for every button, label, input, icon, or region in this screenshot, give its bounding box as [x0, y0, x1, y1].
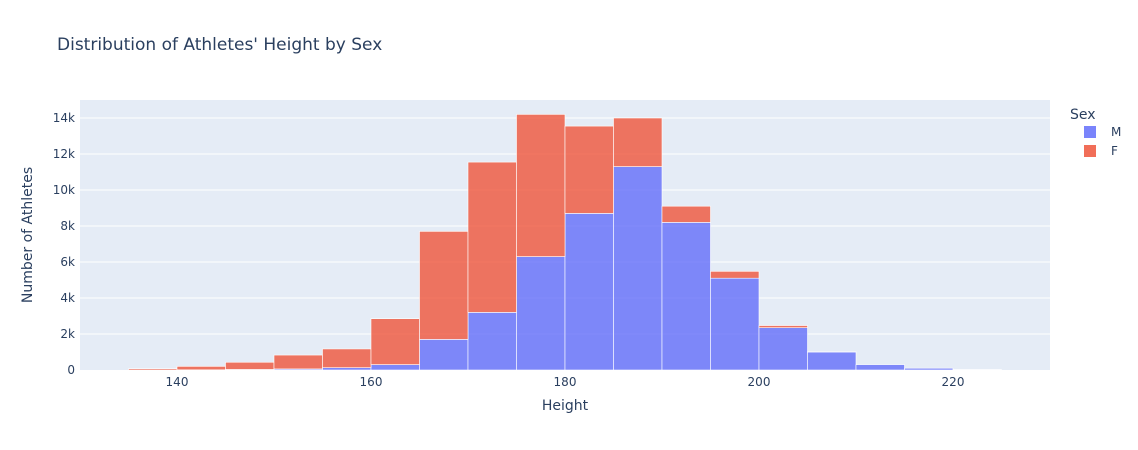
y-tick-label: 10k [53, 183, 75, 197]
x-tick-label: 180 [554, 375, 577, 389]
bar-f-170 [467, 161, 517, 313]
y-tick-label: 4k [60, 291, 75, 305]
y-axis-title: Number of Athletes [20, 167, 36, 303]
bar-f-165 [419, 231, 469, 340]
x-tick-label: 220 [942, 375, 965, 389]
x-tick-label: 200 [748, 375, 771, 389]
bar-m-195 [710, 277, 760, 371]
y-tick-label: 0 [67, 363, 75, 377]
y-tick-label: 2k [60, 327, 75, 341]
bar-m-190 [661, 222, 711, 371]
y-tick-label: 6k [60, 255, 75, 269]
bar-f-150 [273, 354, 323, 370]
bar-f-185 [613, 117, 663, 167]
y-axis-ticks: 0 2k 4k 6k 8k 10k 12k 14k [53, 111, 75, 377]
bar-m-205 [807, 351, 857, 371]
legend-swatch-m [1084, 126, 1096, 138]
bar-f-160 [370, 318, 420, 365]
x-tick-label: 160 [360, 375, 383, 389]
legend-label-f: F [1111, 144, 1118, 158]
x-tick-label: 140 [166, 375, 189, 389]
bar-f-175 [516, 114, 566, 257]
bar-f-140 [176, 366, 226, 371]
x-axis-title: Height [542, 398, 589, 414]
bar-m-220 [952, 369, 1002, 371]
y-tick-label: 14k [53, 111, 75, 125]
legend-title: Sex [1070, 107, 1096, 123]
x-axis-ticks: 140 160 180 200 220 [166, 375, 965, 389]
bar-m-215 [904, 367, 954, 371]
bar-f-145 [225, 361, 275, 370]
legend-label-m: M [1111, 125, 1121, 139]
bar-m-210 [855, 364, 905, 371]
y-tick-label: 8k [60, 219, 75, 233]
y-tick-label: 12k [53, 147, 75, 161]
legend: Sex MF [1070, 107, 1121, 158]
chart-title: Distribution of Athletes' Height by Sex [57, 35, 382, 55]
bar-f-190 [661, 205, 711, 223]
bar-m-200 [758, 327, 808, 371]
legend-swatch-f [1084, 145, 1096, 157]
bar-m-160 [370, 364, 420, 371]
bar-f-155 [322, 348, 372, 368]
bar-m-180 [564, 213, 614, 371]
bar-f-195 [710, 271, 760, 279]
bars [128, 114, 1002, 371]
bar-m-185 [613, 166, 663, 371]
bar-m-170 [467, 312, 517, 371]
bar-m-165 [419, 339, 469, 371]
bar-m-175 [516, 256, 566, 371]
bar-f-180 [564, 125, 614, 214]
bar-m-155 [322, 367, 372, 371]
bar-f-200 [758, 325, 808, 329]
bar-f-135 [128, 368, 178, 371]
